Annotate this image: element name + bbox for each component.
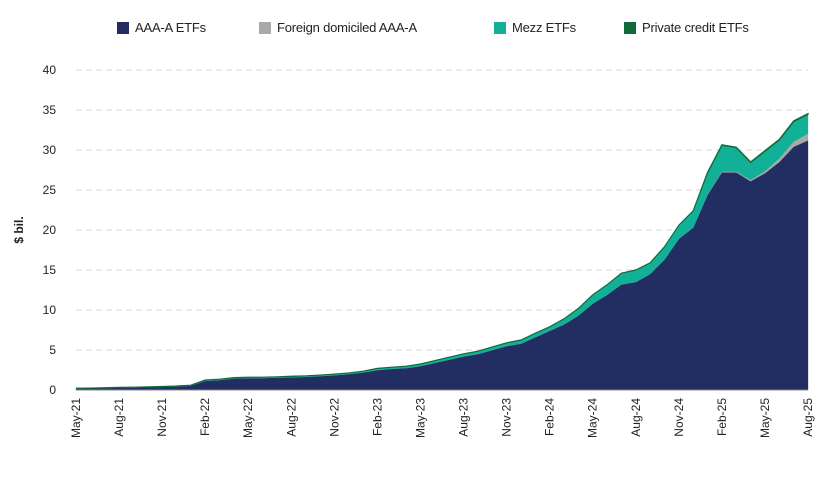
legend-swatch bbox=[117, 21, 129, 34]
x-tick-label: Aug-21 bbox=[112, 398, 126, 437]
x-tick-label: Aug-23 bbox=[457, 398, 471, 437]
x-tick-label: May-25 bbox=[758, 398, 772, 438]
legend-swatch bbox=[259, 21, 271, 34]
x-tick-label: Feb-22 bbox=[198, 398, 212, 436]
y-tick-label: 25 bbox=[43, 183, 57, 197]
x-tick-label: Nov-23 bbox=[500, 398, 514, 437]
x-tick-label: Nov-21 bbox=[155, 398, 169, 437]
y-tick-label: 40 bbox=[43, 63, 57, 77]
x-tick-label: Nov-24 bbox=[672, 398, 686, 437]
legend: AAA-A ETFs Foreign domiciled AAA-A Mezz … bbox=[0, 20, 830, 40]
y-tick-label: 15 bbox=[43, 263, 57, 277]
x-tick-label: Aug-25 bbox=[801, 398, 815, 437]
x-tick-label: Nov-22 bbox=[327, 398, 341, 437]
x-tick-label: May-22 bbox=[241, 398, 255, 438]
legend-item-foreign-domiciled: Foreign domiciled AAA-A bbox=[259, 20, 417, 35]
legend-swatch bbox=[494, 21, 506, 34]
x-tick-label: Aug-22 bbox=[284, 398, 298, 437]
y-tick-label: 30 bbox=[43, 143, 57, 157]
y-axis-label: $ bil. bbox=[12, 216, 26, 243]
y-tick-label: 35 bbox=[43, 103, 57, 117]
legend-label: Mezz ETFs bbox=[512, 20, 576, 35]
legend-swatch bbox=[624, 21, 636, 34]
legend-item-mezz-etfs: Mezz ETFs bbox=[494, 20, 576, 35]
x-tick-label: Aug-24 bbox=[629, 398, 643, 437]
legend-item-private-credit-etfs: Private credit ETFs bbox=[624, 20, 749, 35]
y-tick-label: 20 bbox=[43, 223, 57, 237]
y-tick-label: 5 bbox=[49, 343, 56, 357]
legend-label: Foreign domiciled AAA-A bbox=[277, 20, 417, 35]
x-tick-label: Feb-23 bbox=[370, 398, 384, 436]
x-tick-label: Feb-24 bbox=[543, 398, 557, 436]
x-tick-label: May-21 bbox=[69, 398, 83, 438]
legend-label: Private credit ETFs bbox=[642, 20, 749, 35]
legend-label: AAA-A ETFs bbox=[135, 20, 206, 35]
x-tick-label: Feb-25 bbox=[715, 398, 729, 436]
legend-item-aaa-a-etfs: AAA-A ETFs bbox=[117, 20, 206, 35]
y-tick-label: 0 bbox=[49, 383, 56, 397]
x-tick-label: May-23 bbox=[413, 398, 427, 438]
area-private-credit-etfs bbox=[75, 112, 809, 389]
area-aaa-a-etfs bbox=[75, 140, 809, 391]
x-tick-label: May-24 bbox=[586, 398, 600, 438]
y-tick-label: 10 bbox=[43, 303, 57, 317]
